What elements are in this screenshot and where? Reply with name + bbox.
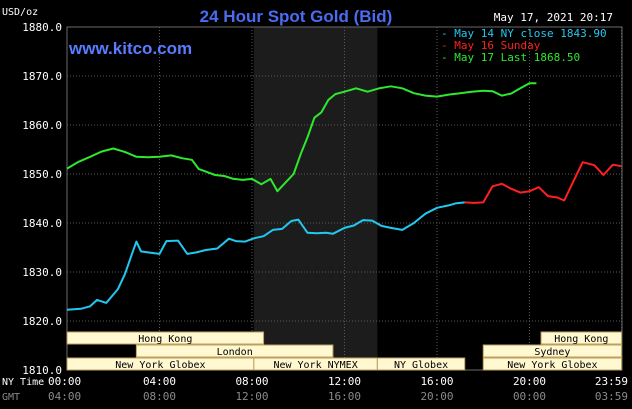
watermark: www.kitco.com — [68, 39, 192, 58]
x-tick-label: 03:59 — [595, 390, 628, 403]
legend: - May 14 NY close 1843.90- May 16 Sunday… — [441, 27, 607, 64]
nymex-session-shading — [253, 27, 378, 370]
x-tick-label: 16:00 — [420, 375, 453, 388]
x-tick-label: 00:00 — [48, 375, 81, 388]
y-tick-label: 1820.0 — [22, 315, 62, 328]
x-axis-row-label: GMT — [2, 392, 20, 403]
x-axis-tick-labels: NY Time 00:00 04:00 08:00 12:00 16:00 20:00 23:… — [2, 375, 628, 403]
x-tick-label: 20:00 — [420, 390, 453, 403]
y-tick-label: 1860.0 — [22, 119, 62, 132]
market-sessions: Hong Kong Hong Kong London Sydney New York G… — [66, 331, 623, 371]
market-box — [540, 331, 623, 345]
market-box — [135, 344, 334, 358]
legend-entry: - May 16 Sunday — [441, 39, 541, 52]
x-tick-label: 04:00 — [48, 390, 81, 403]
y-tick-label: 1850.0 — [22, 168, 62, 181]
market-label: New York Globex — [507, 360, 597, 371]
market-box — [482, 344, 623, 358]
market-label: Hong Kong — [554, 334, 608, 345]
market-box — [482, 357, 623, 371]
y-tick-label: 1880.0 — [22, 21, 62, 34]
x-tick-label: 23:59 — [595, 375, 628, 388]
x-tick-label: 12:00 — [235, 390, 268, 403]
x-tick-label: 00:00 — [513, 390, 546, 403]
x-tick-label: 08:00 — [143, 390, 176, 403]
y-tick-label: 1870.0 — [22, 70, 62, 83]
market-box — [376, 357, 466, 371]
chart-datetime: May 17, 2021 20:17 — [494, 11, 613, 24]
legend-entry: - May 14 NY close 1843.90 — [441, 27, 607, 40]
y-axis-unit: USD/oz — [2, 7, 38, 18]
legend-entry: - May 17 Last 1868.50 — [441, 51, 580, 64]
chart-title: 24 Hour Spot Gold (Bid) — [200, 7, 393, 26]
market-label: New York Globex — [115, 360, 205, 371]
series-line-red — [464, 161, 622, 204]
market-label: London — [217, 347, 253, 358]
x-tick-label: 08:00 — [235, 375, 268, 388]
market-label: Sydney — [534, 347, 570, 358]
y-tick-label: 1840.0 — [22, 217, 62, 230]
x-tick-label: 04:00 — [143, 375, 176, 388]
series-line-cyan — [66, 201, 465, 311]
x-tick-label: 16:00 — [328, 390, 361, 403]
x-tick-label: 20:00 — [513, 375, 546, 388]
market-label: Hong Kong — [138, 334, 192, 345]
series-line-green — [66, 82, 537, 193]
price-series — [66, 82, 622, 311]
market-box — [66, 331, 265, 345]
y-tick-label: 1810.0 — [22, 364, 62, 377]
y-axis-tick-labels: 1880.0 1870.0 1860.0 1850.0 1840.0 1830.0 1820… — [22, 21, 62, 377]
market-label: New York NYMEX — [273, 360, 357, 371]
y-tick-label: 1830.0 — [22, 266, 62, 279]
market-label: NY Globex — [394, 360, 448, 371]
x-tick-label: 12:00 — [328, 375, 361, 388]
x-axis-row-label: NY Time — [2, 377, 44, 388]
